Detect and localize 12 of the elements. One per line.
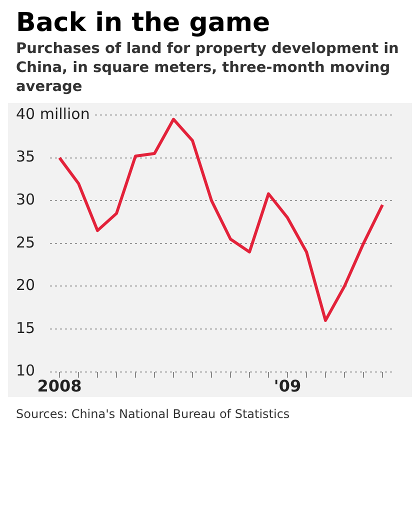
y-tick-label: 15: [16, 318, 36, 337]
y-tick-label: 40 million: [16, 104, 90, 123]
chart-title: Back in the game: [16, 8, 272, 38]
y-tick-label: 20: [16, 276, 36, 294]
x-tick-label: '09: [274, 376, 302, 396]
y-tick-label: 25: [16, 233, 36, 252]
x-tick-label: 2008: [37, 376, 82, 396]
y-tick-label: 10: [16, 362, 36, 380]
y-tick-label: 30: [16, 190, 36, 208]
source-note: Sources: China's National Bureau of Statistics: [16, 407, 291, 421]
chart-subtitle: Purchases of land for property development in China, in square meters, three-month moving average: [16, 40, 400, 97]
y-tick-label: 35: [16, 148, 36, 166]
